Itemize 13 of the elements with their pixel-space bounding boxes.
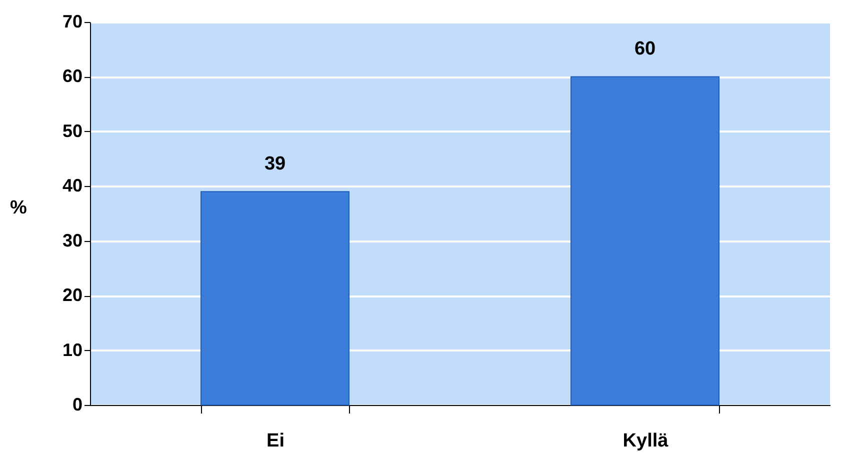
y-axis-title: %	[10, 198, 28, 218]
x-tick-label: Ei	[266, 430, 284, 452]
y-tick-label: 20	[62, 285, 82, 306]
y-tick-label: 30	[62, 230, 82, 250]
y-tick-label: 10	[62, 340, 82, 360]
data-label: 39	[264, 154, 286, 175]
y-tick-label: 50	[62, 120, 82, 141]
y-tick-label: 0	[72, 394, 82, 414]
y-tick-label: 40	[62, 176, 82, 196]
y-tick-label: 60	[62, 66, 82, 86]
data-label: 60	[634, 38, 656, 60]
y-tick-label: 70	[62, 12, 82, 32]
x-tick-label: Kyllä	[622, 430, 669, 452]
